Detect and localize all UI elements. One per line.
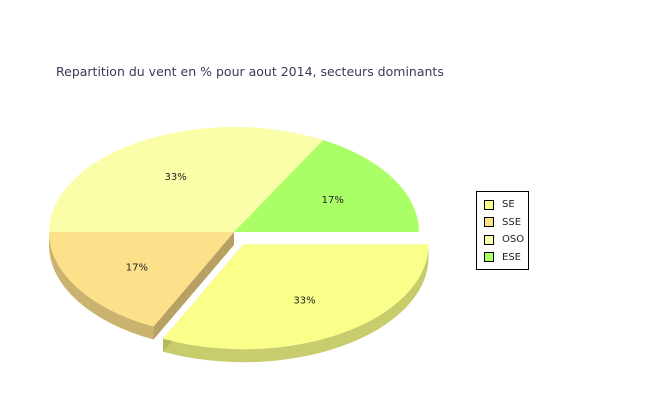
legend-item-ese: ESE [477,249,528,267]
slice-label-se: 33% [293,295,315,306]
legend-swatch [484,199,494,210]
legend-label: OSO [502,234,525,246]
slice-ese [234,139,419,232]
legend-item-sse: SSE [477,214,528,232]
slice-cut-sse [153,232,234,340]
legend-swatch [484,217,494,228]
legend-item-oso: OSO [477,231,528,249]
slice-sse [49,232,234,327]
legend-label: ESE [502,251,521,263]
legend-label: SSE [502,216,522,228]
slice-side-sse [49,232,154,340]
slice-label-ese: 17% [322,195,344,206]
legend: SE SSE OSO ESE [476,191,529,270]
slice-se [163,244,429,350]
legend-swatch [484,234,494,245]
legend-swatch [484,252,494,263]
slice-label-oso: 33% [164,172,186,183]
slice-side-se [163,244,429,363]
legend-item-se: SE [477,196,528,214]
chart-title: Repartition du vent en % pour aout 2014,… [56,64,444,79]
legend-label: SE [502,199,515,211]
slice-label-sse: 17% [126,263,148,274]
slice-oso [49,126,324,232]
